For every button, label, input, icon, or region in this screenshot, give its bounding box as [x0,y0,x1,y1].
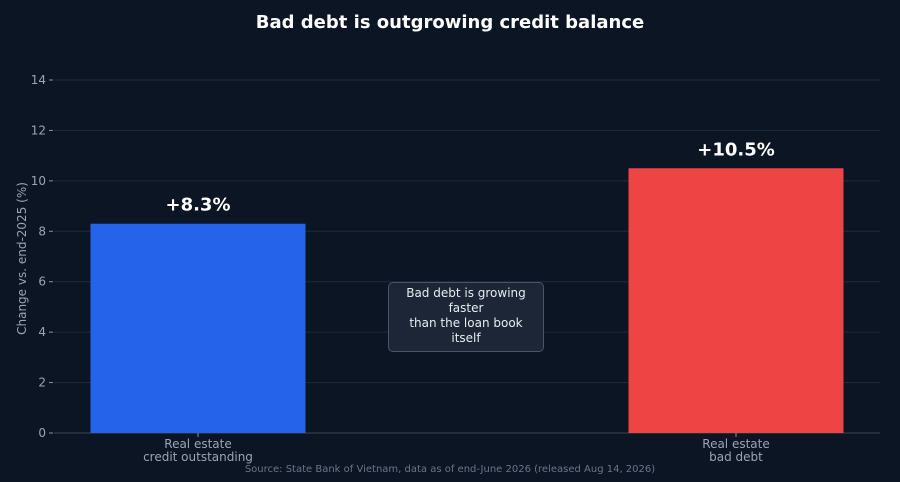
bar-value-label-2: +10.5% [697,139,775,160]
y-tick-label-8: 8 [38,224,46,238]
y-tick-label-6: 6 [38,275,46,289]
source-note: Source: State Bank of Vietnam, data as o… [245,464,655,475]
y-tick-label-2: 2 [38,376,46,390]
bar-1 [90,223,306,433]
annotation-line-2: than the loan book itself [409,316,523,345]
bar-2 [628,168,844,433]
annotation-line-1: Bad debt is growing faster [406,286,526,315]
y-axis-label: Change vs. end-2025 (%) [15,182,29,335]
y-tick-label-10: 10 [31,174,46,188]
chart-title: Bad debt is outgrowing credit balance [256,12,644,33]
y-tick-label-14: 14 [31,73,46,87]
bar-value-label-1: +8.3% [165,195,230,216]
x-tick-label-2-line-2: bad debt [709,450,763,464]
y-tick-label-12: 12 [31,123,46,137]
y-tick-label-4: 4 [38,325,46,339]
x-tick-label-1-line-2: credit outstanding [143,450,253,464]
x-tick-label-1-line-1: Real estate [164,437,231,451]
x-tick-label-2-line-1: Real estate [702,437,769,451]
y-tick-label-0: 0 [38,426,46,440]
chart-annotation: Bad debt is growing faster than the loan… [388,282,544,352]
